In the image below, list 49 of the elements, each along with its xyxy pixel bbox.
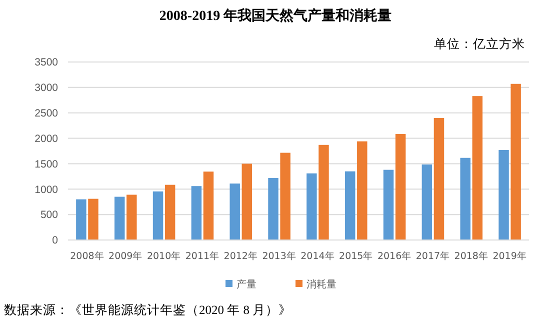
bar: [114, 196, 125, 240]
bar: [126, 194, 137, 240]
x-tick-label: 2012年: [224, 250, 258, 262]
bar: [434, 118, 444, 240]
bar: [460, 158, 470, 240]
bar: [510, 84, 521, 240]
bar: [152, 191, 164, 240]
y-tick-label: 3000: [34, 82, 58, 94]
chart-title: 2008-2019 年我国天然气产量和消耗量: [159, 7, 392, 24]
bar: [88, 198, 98, 240]
legend-label: 消耗量: [306, 278, 336, 290]
y-tick-label: 2000: [34, 132, 58, 145]
x-tick-label: 2019年: [492, 250, 527, 262]
bar: [318, 144, 329, 240]
bar: [395, 134, 406, 240]
bar: [422, 164, 432, 240]
x-tick-label: 2018年: [454, 250, 488, 262]
y-tick-label: 2500: [34, 108, 58, 120]
x-tick-label: 2011年: [185, 250, 220, 262]
bar: [472, 96, 483, 240]
x-tick-label: 2008年: [70, 250, 104, 262]
x-tick-label: 2010年: [146, 250, 182, 262]
y-tick-label: 3500: [34, 56, 58, 69]
bar: [344, 171, 356, 240]
y-tick-label: 1000: [34, 184, 58, 196]
chart-subtitle: 单位：亿立方米: [434, 36, 525, 51]
x-tick-label: 2013年: [262, 250, 296, 262]
bar: [164, 184, 176, 240]
bar: [357, 141, 368, 240]
bar: [230, 184, 240, 240]
x-tick-label: 2017年: [416, 250, 450, 262]
bar: [280, 152, 290, 240]
bar: [268, 178, 278, 240]
bar: [76, 199, 86, 240]
x-tick-label: 2016年: [377, 250, 412, 262]
bar: [383, 170, 394, 240]
x-tick-label: 2015年: [339, 250, 374, 262]
source-note: 数据来源：《世界能源统计年鉴（2020 年 8 月）》: [4, 303, 292, 317]
x-tick-label: 2014年: [300, 250, 335, 262]
bar: [498, 150, 509, 240]
bar: [203, 172, 214, 240]
y-tick-label: 500: [40, 209, 58, 222]
legend-label: 产量: [236, 278, 256, 290]
bar: [191, 186, 202, 240]
x-tick-label: 2009年: [108, 250, 143, 262]
y-tick-label: 1500: [34, 158, 58, 170]
y-tick-label: 0: [52, 234, 58, 247]
bar: [306, 173, 317, 240]
bar: [242, 164, 252, 240]
